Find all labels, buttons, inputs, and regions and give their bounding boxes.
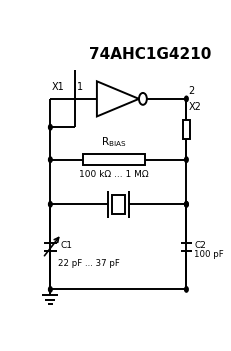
Circle shape bbox=[185, 96, 188, 101]
Text: 22 pF ... 37 pF: 22 pF ... 37 pF bbox=[58, 259, 120, 268]
Circle shape bbox=[185, 201, 188, 207]
Text: 74AHC1G4210: 74AHC1G4210 bbox=[89, 47, 212, 62]
Text: 100 kΩ ... 1 MΩ: 100 kΩ ... 1 MΩ bbox=[79, 170, 149, 179]
Circle shape bbox=[49, 201, 52, 207]
Circle shape bbox=[185, 287, 188, 292]
Text: 1: 1 bbox=[77, 82, 83, 92]
Circle shape bbox=[49, 287, 52, 292]
Circle shape bbox=[185, 201, 188, 207]
Circle shape bbox=[49, 157, 52, 163]
Circle shape bbox=[185, 157, 188, 163]
Text: 100 pF: 100 pF bbox=[195, 250, 224, 259]
Bar bbox=[83, 154, 145, 165]
Circle shape bbox=[49, 125, 52, 130]
Text: R$_{\mathsf{BIAS}}$: R$_{\mathsf{BIAS}}$ bbox=[101, 135, 127, 149]
Bar bbox=[112, 194, 125, 214]
Text: C2: C2 bbox=[195, 241, 206, 250]
Bar bbox=[183, 120, 190, 139]
Text: X2: X2 bbox=[188, 101, 201, 112]
Text: 2: 2 bbox=[188, 86, 195, 96]
Text: X1: X1 bbox=[51, 82, 64, 92]
Text: C1: C1 bbox=[61, 241, 73, 250]
